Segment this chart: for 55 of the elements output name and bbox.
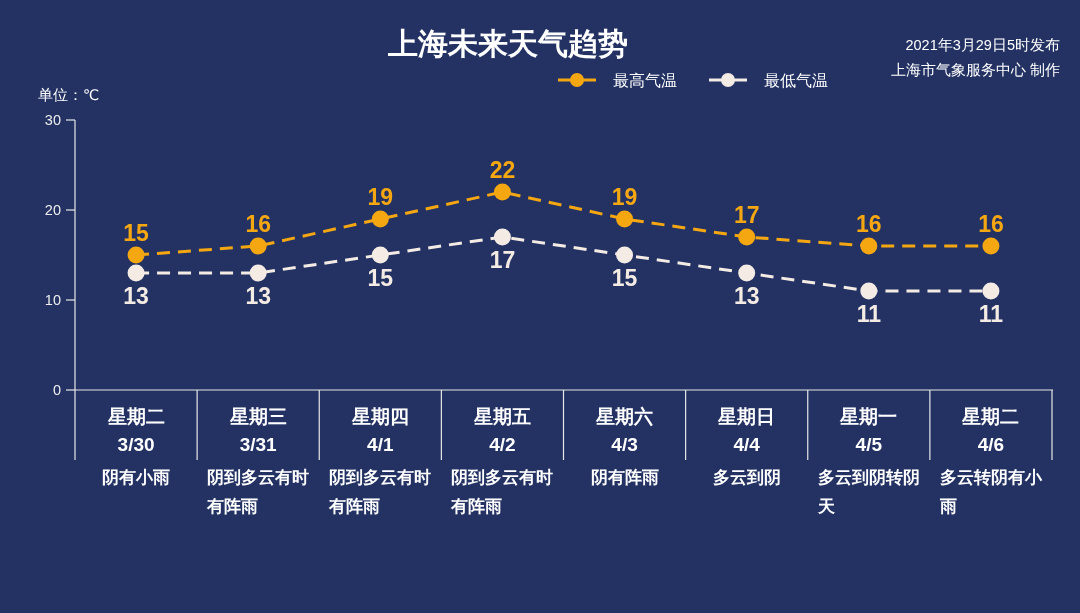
xtick-note: 有阵雨 xyxy=(329,497,381,515)
xtick-note: 阴有小雨 xyxy=(102,468,171,486)
data-label: 15 xyxy=(123,220,149,246)
xtick: 4/3 xyxy=(611,434,638,455)
title: 上海未来天气趋势 xyxy=(388,27,628,60)
data-label: 19 xyxy=(611,184,638,210)
xtick: 星期二 xyxy=(107,406,165,427)
legend-label: 最低气温 xyxy=(764,71,828,89)
xtick: 星期日 xyxy=(718,406,776,427)
data-label: 13 xyxy=(123,283,149,309)
xtick-note: 阴有阵雨 xyxy=(590,468,659,486)
xtick: 4/6 xyxy=(977,434,1005,455)
xtick-note: 阴到多云有时 xyxy=(329,468,432,486)
data-label: 11 xyxy=(978,301,1004,327)
xtick-note: 天 xyxy=(817,497,835,515)
ytick: 20 xyxy=(44,202,61,218)
annotation: 2021年3月29日5时发布 xyxy=(905,37,1060,53)
ytick: 30 xyxy=(44,112,61,128)
ylabel: 单位：℃ xyxy=(38,87,100,103)
data-label: 16 xyxy=(856,211,882,237)
legend-label: 最高气温 xyxy=(613,71,677,89)
ytick: 10 xyxy=(44,292,61,308)
xtick: 星期四 xyxy=(351,406,409,427)
xtick-note: 多云到阴 xyxy=(712,468,781,486)
data-label: 22 xyxy=(489,157,516,183)
annotation: 上海市气象服务中心 制作 xyxy=(890,62,1060,78)
xtick: 星期五 xyxy=(473,406,531,427)
xtick: 4/2 xyxy=(489,434,516,455)
xtick-note: 多云到阴转阴 xyxy=(817,468,920,486)
xtick-note: 阴到多云有时 xyxy=(207,468,310,486)
xtick-note: 多云转阴有小 xyxy=(939,468,1042,486)
data-label: 17 xyxy=(489,247,516,273)
xtick: 星期一 xyxy=(840,406,898,427)
data-label: 19 xyxy=(367,184,394,210)
xtick: 4/4 xyxy=(733,434,760,455)
data-label: 13 xyxy=(245,283,271,309)
data-label: 16 xyxy=(245,211,271,237)
xtick: 3/31 xyxy=(239,434,277,455)
ytick: 0 xyxy=(52,382,61,398)
xtick-note: 阴到多云有时 xyxy=(451,468,554,486)
xtick-note: 雨 xyxy=(939,497,957,515)
xtick: 星期二 xyxy=(962,406,1020,427)
data-label: 16 xyxy=(978,211,1004,237)
xtick-note: 有阵雨 xyxy=(207,497,259,515)
xtick: 4/1 xyxy=(367,434,394,455)
data-label: 15 xyxy=(367,265,394,291)
data-label: 11 xyxy=(856,301,881,327)
xtick: 星期三 xyxy=(229,406,287,427)
xtick-note: 有阵雨 xyxy=(451,497,503,515)
xtick: 3/30 xyxy=(117,434,155,455)
xtick: 4/5 xyxy=(855,434,882,455)
data-label: 15 xyxy=(611,265,638,291)
xtick: 星期六 xyxy=(596,406,654,427)
data-label: 17 xyxy=(733,202,760,228)
data-label: 13 xyxy=(733,283,760,309)
